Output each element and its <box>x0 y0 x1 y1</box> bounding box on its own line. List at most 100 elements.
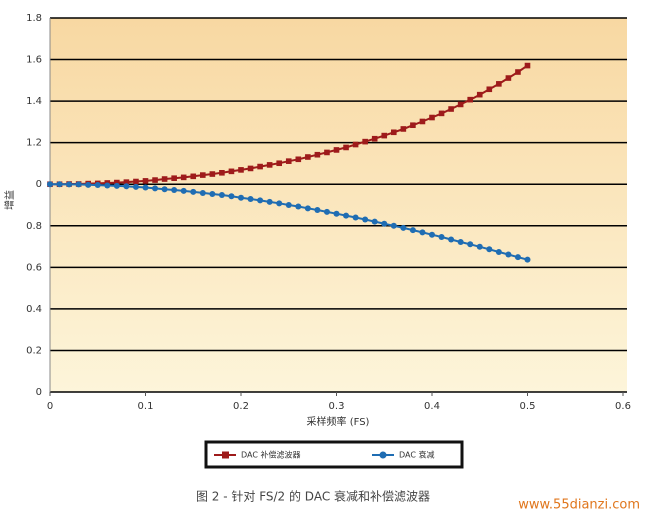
data-point <box>104 182 111 189</box>
data-point <box>209 171 216 177</box>
data-point <box>324 149 330 156</box>
data-point <box>371 218 378 225</box>
data-point <box>448 106 454 112</box>
data-point <box>352 141 359 148</box>
y-tick-label: 0.2 <box>26 345 42 356</box>
data-point <box>495 248 502 255</box>
data-point <box>448 236 455 243</box>
legend-label: DAC 补偿滤波器 <box>241 450 300 460</box>
data-point <box>56 181 63 188</box>
data-point <box>276 200 283 207</box>
data-point <box>142 184 149 191</box>
data-point <box>362 216 369 223</box>
data-point <box>457 101 464 108</box>
data-point <box>247 165 254 172</box>
data-point <box>75 181 82 188</box>
data-point <box>457 238 464 245</box>
data-point <box>476 91 483 98</box>
data-point <box>486 86 493 93</box>
data-point <box>152 185 159 192</box>
data-point <box>94 182 101 189</box>
data-point <box>266 162 273 168</box>
data-point <box>66 181 73 188</box>
data-point <box>209 190 216 197</box>
data-point <box>314 206 321 213</box>
data-point <box>476 243 483 250</box>
data-point <box>496 81 502 87</box>
data-point <box>295 203 302 210</box>
data-point <box>438 233 445 240</box>
data-point <box>123 179 130 185</box>
x-tick-label: 0 <box>47 401 53 412</box>
data-point <box>343 212 350 219</box>
plot-area <box>50 18 627 392</box>
data-point <box>524 256 531 263</box>
data-point <box>285 158 292 164</box>
data-point <box>467 96 473 103</box>
data-point <box>391 129 397 136</box>
data-point <box>429 114 435 121</box>
data-point <box>333 210 340 217</box>
legend-marker <box>379 451 387 459</box>
y-tick-label: 1.6 <box>26 55 42 66</box>
data-point <box>113 182 120 189</box>
data-point <box>371 135 378 142</box>
x-axis-label: 采样频率 (FS) <box>307 415 370 428</box>
data-point <box>161 176 168 182</box>
data-point <box>486 246 493 253</box>
legend-marker <box>222 451 229 459</box>
data-point <box>323 208 330 215</box>
data-point <box>142 178 149 184</box>
data-point <box>219 169 225 176</box>
x-tick-label: 0.5 <box>520 401 536 412</box>
data-point <box>123 183 130 190</box>
data-point <box>114 179 120 186</box>
data-point <box>152 177 158 183</box>
data-point <box>199 189 206 196</box>
data-point <box>409 227 416 234</box>
data-point <box>304 205 311 212</box>
y-tick-label: 1.8 <box>26 13 42 24</box>
data-point <box>343 144 349 151</box>
data-point <box>515 69 521 75</box>
data-point <box>133 178 139 185</box>
caption: 图 2 - 针对 FS/2 的 DAC 衰减和补偿滤波器 <box>196 489 430 504</box>
data-point <box>305 154 311 160</box>
data-point <box>381 132 388 139</box>
x-tick-label: 0.4 <box>424 401 440 412</box>
y-axis-label: 增益 <box>3 190 16 210</box>
data-point <box>132 183 139 190</box>
data-point <box>285 202 292 208</box>
data-point <box>190 173 197 180</box>
data-point <box>200 172 206 178</box>
data-point <box>429 231 435 238</box>
data-point <box>524 62 531 69</box>
y-tick-label: 1.2 <box>26 138 42 149</box>
x-tick-label: 0.3 <box>329 401 345 412</box>
data-point <box>505 251 512 258</box>
y-tick-label: 0.6 <box>26 262 42 273</box>
data-point <box>514 254 521 261</box>
data-point <box>467 241 474 248</box>
data-point <box>333 147 340 153</box>
data-point <box>276 160 282 167</box>
data-point <box>180 187 187 194</box>
watermark: www.55dianzi.com <box>518 498 640 513</box>
data-point <box>180 174 187 181</box>
data-point <box>228 168 235 175</box>
data-point <box>161 186 168 193</box>
data-point <box>314 151 321 158</box>
data-point <box>238 167 244 173</box>
data-point <box>410 122 416 129</box>
data-point <box>238 194 244 201</box>
y-tick-label: 1.4 <box>26 96 42 107</box>
data-point <box>171 175 177 181</box>
data-point <box>47 181 53 188</box>
x-tick-label: 0.2 <box>233 401 249 412</box>
x-tick-label: 0.1 <box>138 401 154 412</box>
legend-box <box>204 440 464 469</box>
data-point <box>419 118 426 125</box>
data-point <box>218 192 225 199</box>
data-point <box>390 222 397 229</box>
